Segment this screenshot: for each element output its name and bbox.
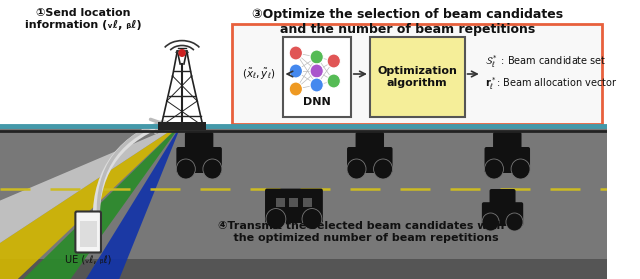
FancyBboxPatch shape — [347, 147, 392, 173]
Text: DNN: DNN — [303, 97, 331, 107]
Text: ④Transmit the selected beam candidates with
    the optimized number of beam rep: ④Transmit the selected beam candidates w… — [218, 221, 504, 243]
Circle shape — [289, 82, 303, 96]
Circle shape — [310, 50, 323, 64]
Circle shape — [310, 64, 323, 78]
Circle shape — [177, 159, 195, 179]
FancyArrowPatch shape — [99, 119, 161, 226]
FancyBboxPatch shape — [282, 37, 351, 117]
Polygon shape — [0, 123, 182, 279]
Text: Optimization
algorithm: Optimization algorithm — [377, 66, 457, 88]
FancyBboxPatch shape — [493, 132, 522, 154]
Circle shape — [310, 78, 323, 92]
Circle shape — [289, 64, 303, 78]
FancyBboxPatch shape — [356, 132, 384, 154]
Bar — [0, 126, 607, 259]
Bar — [289, 198, 298, 207]
Bar — [276, 198, 285, 207]
Bar — [79, 221, 97, 247]
Text: ①Send location
information (ᵥℓ, ᵦℓ): ①Send location information (ᵥℓ, ᵦℓ) — [25, 8, 141, 30]
FancyBboxPatch shape — [76, 211, 101, 252]
Bar — [0, 0, 607, 126]
FancyBboxPatch shape — [370, 37, 465, 117]
Text: ③Optimize the selection of beam candidates
and the number of beam repetitions: ③Optimize the selection of beam candidat… — [252, 8, 563, 36]
Circle shape — [302, 208, 322, 229]
Polygon shape — [0, 123, 182, 279]
Circle shape — [203, 159, 222, 179]
Bar — [0, 126, 607, 279]
Circle shape — [289, 46, 303, 60]
Circle shape — [511, 159, 530, 179]
FancyBboxPatch shape — [482, 202, 524, 226]
FancyArrowPatch shape — [96, 123, 163, 228]
Text: $(\tilde{x}_\ell, \tilde{y}_\ell)$: $(\tilde{x}_\ell, \tilde{y}_\ell)$ — [242, 66, 275, 81]
FancyBboxPatch shape — [185, 132, 213, 154]
Circle shape — [482, 213, 499, 231]
Circle shape — [327, 54, 340, 68]
Circle shape — [484, 159, 504, 179]
Circle shape — [266, 208, 286, 229]
FancyBboxPatch shape — [484, 147, 530, 173]
Circle shape — [347, 159, 366, 179]
Text: $\mathbf{r}_\ell^*$: Beam allocation vector: $\mathbf{r}_\ell^*$: Beam allocation vec… — [486, 76, 618, 92]
FancyBboxPatch shape — [232, 24, 602, 124]
Circle shape — [374, 159, 392, 179]
Bar — [158, 122, 205, 130]
Text: UE (ᵥℓ, ᵦℓ): UE (ᵥℓ, ᵦℓ) — [65, 255, 111, 265]
Bar — [303, 198, 312, 207]
Text: $\mathcal{S}_\ell^*$ : Beam candidate set: $\mathcal{S}_\ell^*$ : Beam candidate se… — [486, 54, 607, 70]
FancyBboxPatch shape — [265, 189, 323, 223]
FancyBboxPatch shape — [490, 189, 516, 209]
Bar — [0, 259, 607, 279]
FancyBboxPatch shape — [177, 147, 222, 173]
Circle shape — [327, 74, 340, 88]
Polygon shape — [0, 123, 182, 279]
Circle shape — [179, 49, 186, 57]
Polygon shape — [0, 123, 182, 279]
Circle shape — [506, 213, 523, 231]
